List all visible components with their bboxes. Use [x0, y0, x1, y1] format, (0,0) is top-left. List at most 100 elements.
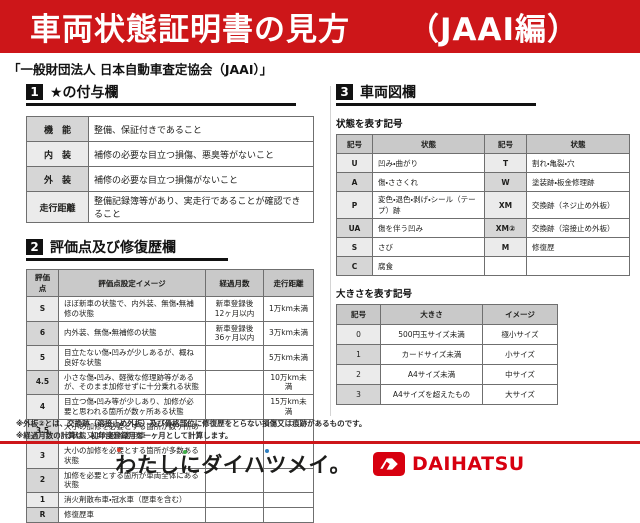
table-cell: 5万km未満 [263, 345, 314, 371]
table-row: 3 大小の加修を必要とする箇所が多数ある状態 [26, 443, 314, 469]
size-symbols-label: 大きさを表す記号 [336, 289, 413, 300]
table-cell: S [26, 296, 59, 322]
table-cell: 4.5 [26, 369, 59, 395]
table-cell [484, 256, 527, 276]
table-cell: W [484, 172, 527, 192]
slogan-accent-dot-blue [265, 448, 270, 453]
table-cell: 6 [26, 320, 59, 346]
section-number-1: 1 [26, 84, 43, 100]
table-cell: 塗装跡・板金修理跡 [526, 172, 630, 192]
column-header: イメージ [482, 304, 558, 325]
table-cell [263, 492, 314, 508]
table-cell [263, 506, 314, 523]
table-cell: カードサイズ未満 [380, 344, 483, 365]
table-cell: 凹み・曲がり [372, 153, 485, 173]
table-cell: XM② [484, 218, 527, 238]
table-cell: A [336, 172, 373, 192]
table-cell: XM [484, 191, 527, 219]
column-header: 記号 [336, 304, 381, 325]
table-cell: 3 [336, 384, 381, 405]
footnote-line: ※経過月数の計算は、初年度登録月を一ヶ月として計算します。 [16, 430, 233, 440]
table-row: R 修復歴車 [26, 506, 314, 523]
table-cell: 整備、保証付きであること [88, 116, 314, 142]
table-cell: 修復歴 [526, 237, 630, 257]
table-header-row: 評価点 評価点設定イメージ 経過月数 走行距離 [26, 269, 314, 297]
table-cell: 修復歴車 [58, 506, 206, 523]
table-row: S ほぼ新車の状態で、内外装、無傷・無補修の状態 新車登録後12ヶ月以内 1万km未満 [26, 296, 314, 322]
table-cell: 外 装 [26, 166, 89, 192]
table-cell: 10万km未満 [263, 369, 314, 395]
table-row: C 腐食 [336, 256, 630, 276]
title-banner: 車両状態証明書の見方 （JAAI編） [0, 0, 640, 53]
section-title-star: ★の付与欄 [50, 85, 119, 101]
table-row: 外 装補修の必要な目立つ損傷がないこと [26, 166, 314, 192]
table-row: 4 目立つ傷・凹み等が少しあり、加修が必要と思われる箇所が数ヶ所ある状態 15万km… [26, 394, 314, 420]
table-row: 1 カードサイズ未満 小サイズ [336, 344, 558, 365]
table-cell: 補修の必要な目立つ損傷がないこと [88, 166, 314, 192]
table-cell: 消火剤散布車・冠水車（歴車を含む） [58, 492, 206, 508]
column-header: 経過月数 [205, 269, 264, 297]
section-number-2: 2 [26, 239, 43, 255]
table-row: 1 消火剤散布車・冠水車（歴車を含む） [26, 492, 314, 508]
table-row: UA 傷を伴う凹み XM② 交換跡（溶接止め外板） [336, 218, 630, 238]
column-header: 記号 [336, 134, 373, 154]
table-cell: P [336, 191, 373, 219]
table-cell: 内外装、無傷・無補修の状態 [58, 320, 206, 346]
footer: わたしにダイハツメイ。 DAIHATSU [0, 447, 640, 480]
section-number-3: 3 [336, 84, 353, 100]
daihatsu-slogan: わたしにダイハツメイ。 [115, 447, 351, 479]
table-cell: 0 [336, 324, 381, 345]
table-cell [205, 506, 264, 523]
table-cell: 交換跡（溶接止め外板） [526, 218, 630, 238]
table-cell: 目立たない傷・凹みが少しあるが、概ね良好な状態 [58, 345, 206, 371]
table-row: U 凹み・曲がり T 割れ・亀裂・穴 [336, 153, 630, 173]
table-cell: 変色・退色・剥げ・シール（テープ）跡 [372, 191, 485, 219]
table-cell: A4サイズ未満 [380, 364, 483, 385]
table-row: 4.5 小さな傷・凹み、軽微な修理跡等があるが、そのまま加修せずに十分乗れる状態 1… [26, 369, 314, 395]
column-header: 走行距離 [263, 269, 314, 297]
table-cell: 極小サイズ [482, 324, 558, 345]
state-symbols-label: 状態を表す記号 [336, 119, 403, 130]
table-row: 内 装補修の必要な目立つ損傷、悪臭等がないこと [26, 141, 314, 167]
state-symbols-table: 記号 状態 記号 状態 U 凹み・曲がり T 割れ・亀裂・穴 A 傷・ささくれ W 塗装跡・板… [336, 134, 630, 276]
table-row: 6 内外装、無傷・無補修の状態 新車登録後36ヶ月以内 3万km未満 [26, 320, 314, 346]
table-cell: U [336, 153, 373, 173]
slogan-accent-dot-green [183, 449, 188, 454]
table-row: 0 500円玉サイズ未満 極小サイズ [336, 324, 558, 345]
table-cell: 大小の加修を必要とする箇所が多数ある状態 [58, 443, 206, 469]
table-cell: M [484, 237, 527, 257]
section-header-diagram: 3 車両図欄 [336, 84, 536, 106]
section-title-eval: 評価点及び修復歴欄 [50, 240, 176, 256]
table-cell: A4サイズを超えたもの [380, 384, 483, 405]
table-cell: 腐食 [372, 256, 485, 276]
organization-subtitle: 「一般財団法人 日本自動車査定協会（JAAI）」 [8, 62, 273, 77]
table-cell [205, 345, 264, 371]
table-cell: T [484, 153, 527, 173]
column-header: 評価点 [26, 269, 59, 297]
table-cell: 2 [336, 364, 381, 385]
table-row: 3 A4サイズを超えたもの 大サイズ [336, 384, 558, 405]
footnotes: ※外板②とは、交換跡（溶接止め外板）及び骨格部位に修復歴をとらない損傷又は痕跡が… [16, 418, 626, 441]
daihatsu-brand: DAIHATSU [372, 451, 525, 476]
table-header-row: 記号 大きさ イメージ [336, 304, 558, 325]
table-cell: 大サイズ [482, 384, 558, 405]
slogan-text: わたしにダイハツメイ。 [115, 452, 351, 477]
table-header-row: 記号 状態 記号 状態 [336, 134, 630, 154]
slogan-accent-dot-red [117, 447, 122, 452]
table-cell: 目立つ傷・凹み等が少しあり、加修が必要と思われる箇所が数ヶ所ある状態 [58, 394, 206, 420]
table-cell: 走行距離 [26, 191, 89, 223]
table-cell: 傷・ささくれ [372, 172, 485, 192]
footnote-line: ※外板②とは、交換跡（溶接止め外板）及び骨格部位に修復歴をとらない損傷又は痕跡が… [16, 419, 367, 428]
section-header-eval: 2 評価点及び修復歴欄 [26, 239, 228, 261]
daihatsu-wordmark: DAIHATSU [411, 452, 525, 475]
table-cell: 1 [336, 344, 381, 365]
daihatsu-logo-icon [372, 451, 405, 476]
table-row: P 変色・退色・剥げ・シール（テープ）跡 XM 交換跡（ネジ止め外板） [336, 191, 630, 219]
table-cell: 傷を伴う凹み [372, 218, 485, 238]
table-cell: 1 [26, 492, 59, 508]
table-cell [526, 256, 630, 276]
table-cell: 新車登録後36ヶ月以内 [205, 320, 264, 346]
section-header-star: 1 ★の付与欄 [26, 84, 296, 106]
column-header: 大きさ [380, 304, 483, 325]
table-cell: S [336, 237, 373, 257]
